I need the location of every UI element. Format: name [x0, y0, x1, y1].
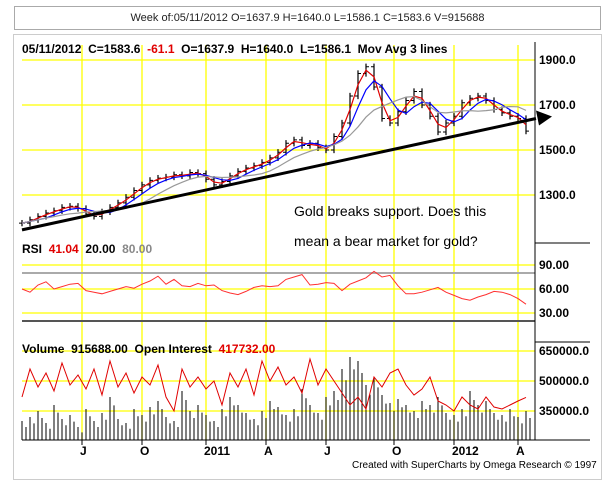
volume-tick-label: 650000.0 — [539, 344, 590, 358]
legend-high: H=1640.0 — [240, 42, 294, 56]
price-tick-label: 1300.0 — [539, 188, 576, 202]
price-legend: 05/11/2012 C=1583.6 -61.1 O=1637.9 H=164… — [22, 42, 447, 56]
oi-value: 417732.00 — [218, 342, 276, 356]
x-tick-label: J — [324, 444, 331, 458]
price-tick-label: 1900.0 — [539, 53, 576, 67]
legend-low: L=1586.1 — [299, 42, 351, 56]
rsi-name: RSI — [22, 242, 43, 256]
x-tick-label: 2011 — [204, 444, 231, 458]
rsi-legend: RSI 41.04 20.00 80.00 — [22, 242, 152, 256]
x-tick-label: J — [80, 444, 87, 458]
credit: Created with SuperCharts by Omega Resear… — [352, 460, 597, 471]
x-tick-label: A — [516, 444, 525, 458]
volume-value: 915688.00 — [71, 342, 128, 356]
x-tick-label: O — [140, 444, 150, 458]
ma-mid-line — [21, 80, 527, 224]
support-trendline — [21, 117, 537, 232]
price-tick-label: 1700.0 — [539, 98, 576, 112]
volume-tick-label: 500000.0 — [539, 374, 590, 388]
price-tick-label: 1500.0 — [539, 143, 576, 157]
legend-study: Mov Avg 3 lines — [357, 42, 448, 56]
x-tick-label: O — [392, 444, 402, 458]
ma-fast-line — [21, 69, 527, 224]
x-tick-label: 2012 — [452, 444, 479, 458]
oi-name: Open Interest — [134, 342, 212, 356]
rsi-low: 20.00 — [85, 242, 116, 256]
annotation-line-2: mean a bear market for gold? — [294, 233, 478, 249]
bar-summary-header: Week of:05/11/2012 O=1637.9 H=1640.0 L=1… — [14, 6, 601, 30]
rsi-tick-label: 30.00 — [539, 306, 570, 320]
legend-date: 05/11/2012 — [22, 42, 82, 56]
legend-open: O=1637.9 — [181, 42, 235, 56]
rsi-line — [21, 270, 527, 305]
rsi-high: 80.00 — [122, 242, 153, 256]
annotation-line-1: Gold breaks support. Does this — [294, 203, 487, 219]
rsi-tick-label: 60.00 — [539, 282, 570, 296]
legend-change: -61.1 — [147, 42, 175, 56]
volume-name: Volume — [22, 342, 65, 356]
x-tick-label: A — [264, 444, 273, 458]
rsi-value: 41.04 — [48, 242, 79, 256]
legend-close: C=1583.6 — [88, 42, 141, 56]
trendline-arrowhead — [536, 110, 552, 126]
chart-panel — [13, 34, 602, 480]
volume-tick-label: 350000.0 — [539, 404, 590, 418]
rsi-tick-label: 90.00 — [539, 258, 570, 272]
volume-legend: Volume 915688.00 Open Interest 417732.00 — [22, 342, 275, 356]
open-interest-line — [21, 357, 527, 413]
